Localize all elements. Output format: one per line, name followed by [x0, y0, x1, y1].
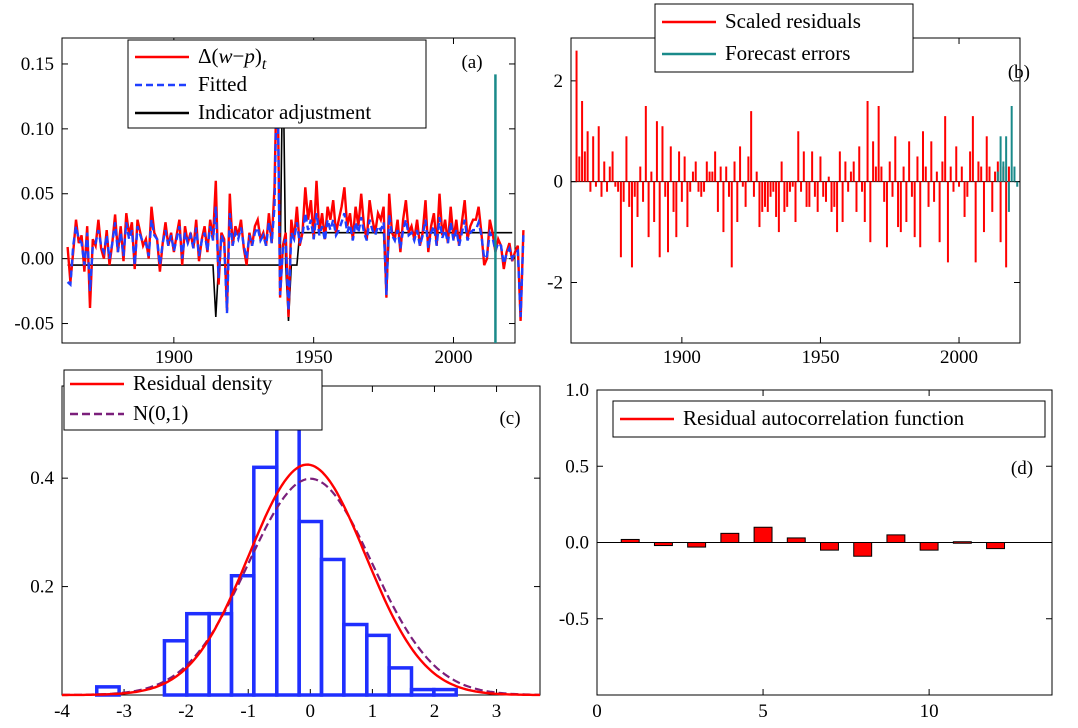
y-tick-label: 0.4 [30, 468, 54, 489]
y-tick-label: 0.10 [21, 119, 54, 140]
x-tick-label: 1900 [663, 347, 701, 368]
x-tick-label: 2000 [940, 347, 978, 368]
normal-density-curve [62, 477, 541, 697]
x-tick-label: 1 [368, 701, 378, 722]
legend-label: Residual autocorrelation function [683, 406, 965, 430]
y-tick-label: 0.00 [21, 249, 54, 270]
y-tick-label: 0.2 [30, 577, 54, 598]
x-tick-label: 3 [492, 701, 502, 722]
x-tick-label: -3 [116, 701, 132, 722]
x-tick-label: -4 [54, 701, 70, 722]
acf-bar [753, 526, 773, 543]
acf-bar [620, 538, 640, 544]
x-tick-label: -1 [240, 701, 256, 722]
y-tick-label: 0 [554, 172, 564, 193]
histogram-bar [342, 622, 369, 697]
legend-label: Δ(w−p)t [198, 44, 267, 73]
x-tick-label: 1900 [155, 347, 193, 368]
histogram-bar [319, 557, 346, 697]
plot-frame [61, 385, 541, 696]
acf-bar [820, 542, 839, 551]
legend-label: Fitted [198, 72, 248, 96]
panel-label: (a) [461, 52, 482, 73]
legend-label: N(0,1) [133, 401, 188, 425]
panel-b-chart: 1900 1950 2000 -2 0 2 (b) Scaled residuals Forec… [547, 3, 1030, 368]
x-tick-label: 1950 [801, 347, 839, 368]
acf-bar [853, 542, 873, 557]
legend-label: Scaled residuals [725, 9, 861, 33]
fitted-series-line [66, 50, 525, 318]
acf-bar [786, 537, 806, 543]
acf-bar [952, 541, 972, 544]
histogram-bar [297, 519, 324, 697]
x-tick-label: 5 [758, 701, 768, 722]
x-tick-label: 0 [592, 701, 602, 722]
residual-density-curve [62, 463, 540, 697]
legend-box [612, 400, 1046, 438]
y-tick-label: -2 [547, 273, 563, 294]
legend-label: Forecast errors [725, 41, 850, 65]
panel-label: (d) [1011, 458, 1033, 479]
histogram-bar [409, 687, 436, 697]
x-tick-label: 2000 [434, 347, 472, 368]
acf-bar [653, 542, 673, 547]
y-tick-label: 0.05 [21, 184, 54, 205]
y-tick-label: -0.05 [14, 314, 54, 335]
acf-bar [886, 534, 906, 543]
acf-bar [919, 542, 939, 551]
acf-bar [986, 542, 1006, 550]
panel-label: (b) [1008, 62, 1030, 83]
y-tick-label: 0.0 [565, 533, 589, 554]
legend-box [654, 3, 914, 73]
histogram-bar [365, 633, 391, 697]
histogram-bar [387, 666, 414, 697]
x-tick-label: 0 [306, 701, 316, 722]
histogram-bar [275, 405, 301, 697]
panel-c-chart: -4 -3 -2 -1 0 1 2 3 0.2 0.4 (c) Residual density N(0… [30, 369, 541, 722]
y-tick-label: 0.15 [21, 54, 54, 75]
panel-a-chart: 1900 1950 2000 -0.05 0.00 0.05 0.10 0.15 (a) Δ(w−… [14, 37, 525, 368]
legend-box [63, 369, 323, 431]
x-tick-label: 1950 [295, 347, 333, 368]
legend-label: Residual density [133, 371, 273, 395]
panel-d-chart: 0 5 10 -0.5 0.0 0.5 1.0 (d) Residual autocorrela… [559, 380, 1053, 722]
acf-bar [687, 542, 707, 548]
legend-label: Indicator adjustment [198, 100, 371, 124]
y-tick-label: 2 [554, 71, 564, 92]
panel-label: (c) [499, 408, 520, 429]
x-tick-label: 2 [430, 701, 440, 722]
x-tick-label: -2 [178, 701, 194, 722]
x-tick-label: 10 [920, 701, 939, 722]
y-tick-label: 1.0 [565, 380, 589, 401]
histogram-bar [432, 687, 458, 697]
plot-frame [61, 37, 516, 344]
acf-bar [720, 532, 740, 543]
histogram-bar [207, 611, 234, 697]
y-tick-label: 0.5 [565, 456, 589, 477]
y-tick-label: -0.5 [559, 609, 589, 630]
